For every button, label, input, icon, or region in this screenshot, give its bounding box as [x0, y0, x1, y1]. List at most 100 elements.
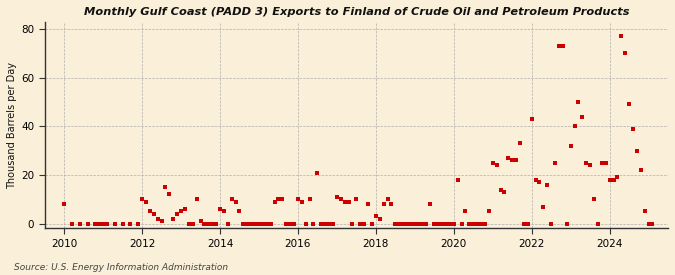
Point [530, 178, 541, 182]
Point [406, 221, 416, 226]
Point [82, 221, 93, 226]
Point [441, 221, 452, 226]
Point [635, 168, 646, 172]
Point [316, 221, 327, 226]
Point [538, 204, 549, 209]
Point [382, 197, 393, 201]
Point [117, 221, 128, 226]
Point [187, 221, 198, 226]
Point [296, 199, 307, 204]
Point [234, 209, 245, 214]
Point [464, 221, 475, 226]
Point [160, 185, 171, 189]
Point [153, 216, 163, 221]
Point [195, 219, 206, 223]
Point [375, 216, 385, 221]
Point [608, 178, 619, 182]
Point [437, 221, 448, 226]
Point [246, 221, 256, 226]
Point [511, 158, 522, 163]
Point [59, 202, 70, 206]
Point [292, 197, 303, 201]
Point [398, 221, 408, 226]
Point [448, 221, 459, 226]
Point [362, 202, 373, 206]
Point [479, 221, 490, 226]
Point [102, 221, 113, 226]
Point [514, 141, 525, 145]
Point [343, 199, 354, 204]
Point [647, 221, 658, 226]
Point [257, 221, 268, 226]
Point [542, 182, 553, 187]
Text: Source: U.S. Energy Information Administration: Source: U.S. Energy Information Administ… [14, 263, 227, 272]
Point [207, 221, 217, 226]
Point [265, 221, 276, 226]
Point [269, 199, 280, 204]
Point [144, 209, 155, 214]
Point [425, 202, 436, 206]
Point [215, 207, 225, 211]
Point [604, 178, 615, 182]
Point [444, 221, 455, 226]
Point [250, 221, 261, 226]
Title: Monthly Gulf Coast (PADD 3) Exports to Finland of Crude Oil and Petroleum Produc: Monthly Gulf Coast (PADD 3) Exports to F… [84, 7, 629, 17]
Point [156, 219, 167, 223]
Point [191, 197, 202, 201]
Point [628, 126, 639, 131]
Y-axis label: Thousand Barrels per Day: Thousand Barrels per Day [7, 62, 17, 189]
Point [589, 197, 599, 201]
Point [203, 221, 214, 226]
Point [340, 199, 350, 204]
Point [491, 163, 502, 167]
Point [577, 114, 588, 119]
Point [109, 221, 120, 226]
Point [273, 197, 284, 201]
Point [90, 221, 101, 226]
Point [616, 34, 626, 39]
Point [331, 195, 342, 199]
Point [386, 202, 397, 206]
Point [410, 221, 421, 226]
Point [351, 197, 362, 201]
Point [468, 221, 479, 226]
Point [507, 158, 518, 163]
Point [534, 180, 545, 185]
Point [285, 221, 296, 226]
Point [358, 221, 369, 226]
Point [569, 124, 580, 128]
Point [320, 221, 331, 226]
Point [549, 161, 560, 165]
Point [281, 221, 292, 226]
Point [367, 221, 377, 226]
Point [639, 209, 650, 214]
Point [573, 100, 584, 104]
Point [222, 221, 233, 226]
Point [219, 209, 230, 214]
Point [546, 221, 557, 226]
Point [417, 221, 428, 226]
Point [261, 221, 272, 226]
Point [624, 102, 634, 107]
Point [558, 44, 568, 48]
Point [254, 221, 265, 226]
Point [94, 221, 105, 226]
Point [433, 221, 443, 226]
Point [429, 221, 439, 226]
Point [140, 199, 151, 204]
Point [402, 221, 412, 226]
Point [421, 221, 432, 226]
Point [600, 161, 611, 165]
Point [176, 209, 186, 214]
Point [184, 221, 194, 226]
Point [394, 221, 404, 226]
Point [148, 211, 159, 216]
Point [327, 221, 338, 226]
Point [67, 221, 78, 226]
Point [226, 197, 237, 201]
Point [371, 214, 381, 218]
Point [308, 221, 319, 226]
Point [180, 207, 190, 211]
Point [460, 209, 471, 214]
Point [242, 221, 252, 226]
